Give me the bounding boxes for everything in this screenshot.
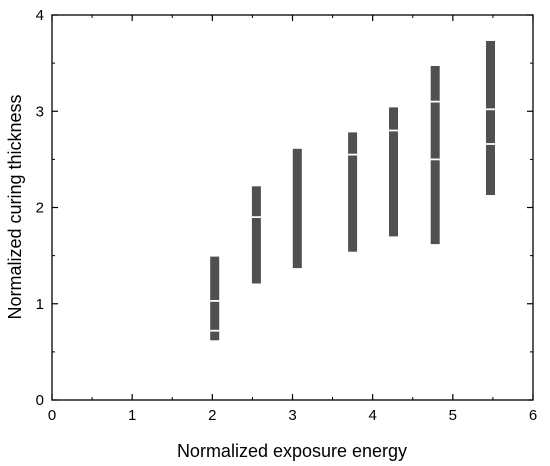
x-tick-label: 5: [449, 407, 457, 424]
range-bar-1: [210, 256, 220, 341]
markers-group: [210, 100, 495, 332]
y-tick-label: 3: [36, 103, 44, 120]
x-axis-label: Normalized exposure energy: [177, 441, 407, 461]
x-axis-ticks: 0 1 2 3 4 5 6: [48, 15, 537, 424]
x-tick-label: 4: [368, 407, 376, 424]
plot-frame: [51, 14, 534, 401]
range-bar-3: [292, 148, 302, 269]
x-tick-label: 2: [208, 407, 216, 424]
y-axis-ticks: 0 1 2 3 4: [36, 7, 533, 409]
y-tick-label: 4: [36, 7, 44, 24]
range-bar-7: [486, 41, 495, 195]
y-axis-label: Normalized curing thickness: [5, 94, 25, 319]
y-tick-label: 2: [36, 200, 44, 217]
y-tick-label: 0: [36, 392, 44, 409]
bars-group: [210, 41, 495, 341]
y-tick-label: 1: [36, 296, 44, 313]
x-tick-label: 6: [529, 407, 537, 424]
range-bar-2: [251, 186, 261, 284]
range-bar-5: [389, 107, 398, 237]
x-tick-label: 0: [48, 407, 56, 424]
range-bar-4: [348, 132, 358, 252]
range-bar-6: [430, 66, 440, 245]
x-tick-label: 3: [288, 407, 296, 424]
x-tick-label: 1: [128, 407, 136, 424]
